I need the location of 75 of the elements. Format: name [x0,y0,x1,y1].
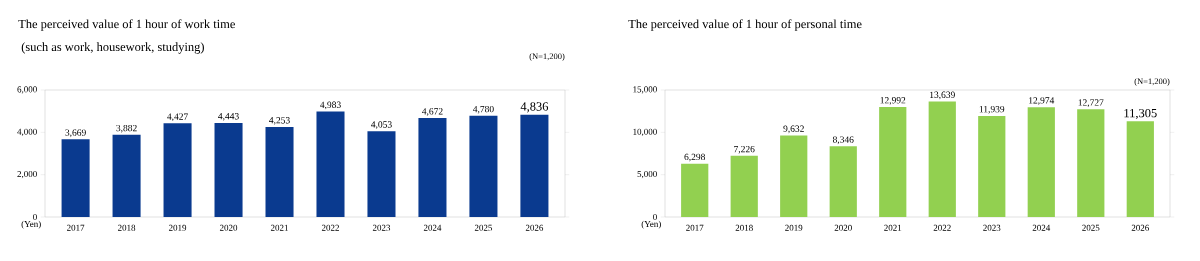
x-tick-label: 2026 [1131,224,1149,231]
x-tick-label: 2025 [474,224,493,231]
y-tick-label: 4,000 [17,128,37,136]
y-tick-label: 0 [653,213,657,221]
data-label: 3,882 [116,124,137,133]
data-label: 4,672 [422,108,443,116]
bar [367,131,396,217]
data-label: 4,836 [520,102,549,113]
y-tick-label: 0 [33,213,37,221]
bar [163,123,192,217]
bar [978,115,1006,217]
bar [829,146,857,217]
bar [469,115,498,217]
data-label: 11,939 [979,106,1005,114]
text: (N=1,200) [529,53,565,61]
data-label: 4,443 [218,113,239,121]
y-tick-label: 5,000 [637,170,657,179]
bar [879,107,907,217]
data-label: 3,669 [65,129,86,138]
bar [928,101,956,217]
x-tick-label: 2018 [735,224,753,231]
bar [780,135,808,217]
data-label: 4,053 [371,121,392,130]
data-label: 7,226 [734,145,755,154]
x-tick-label: 2018 [117,224,136,231]
data-label: 6,298 [684,153,705,162]
y-tick-label: 15,000 [633,86,657,94]
y-tick-label: 6,000 [17,86,37,94]
x-tick-label: 2026 [525,224,544,231]
data-label: 12,992 [880,97,906,105]
bar [681,163,709,217]
x-tick-label: 2024 [423,224,442,231]
data-label: 11,305 [1124,108,1157,120]
data-label: 9,632 [783,125,804,134]
data-label: 13,639 [930,91,955,100]
data-label: 4,253 [269,117,290,125]
data-label: 8,346 [832,136,854,145]
bar [265,126,294,217]
y-tick-label: 2,000 [17,170,37,179]
bar [1126,121,1154,217]
text: (N=1,200) [1134,78,1170,86]
x-tick-label: 2021 [884,224,902,231]
x-tick-label: 2024 [1032,224,1051,231]
bar [1077,109,1105,217]
bar [112,134,141,217]
x-tick-label: 2020 [219,224,238,231]
x-tick-label: 2022 [933,224,951,231]
x-tick-label: 2019 [168,224,187,231]
x-tick-label: 2017 [67,224,85,231]
bar [1027,107,1055,217]
x-tick-label: 2021 [270,224,288,231]
data-label: 4,427 [167,113,188,122]
bar [61,139,90,217]
bar [418,118,447,217]
data-label: 12,974 [1029,97,1055,105]
x-tick-label: 2020 [834,224,852,231]
y-axis-title: (Yen) [641,220,661,229]
bar [214,122,243,217]
bar [520,114,549,217]
x-tick-label: 2025 [1082,224,1100,231]
chart-subtitle: (such as work, housework, studying) [21,42,204,54]
x-tick-label: 2022 [321,224,339,231]
y-tick-label: 10,000 [633,128,657,136]
bar [730,155,758,217]
bar [316,111,345,217]
chart-title: The perceived value of 1 hour of work time [18,19,235,31]
chart-title: The perceived value of 1 hour of personal time [628,19,862,31]
data-label: 4,780 [472,105,494,114]
data-label: 4,983 [320,101,341,110]
data-label: 12,727 [1078,99,1104,108]
x-tick-label: 2023 [372,224,391,231]
x-tick-label: 2023 [983,224,1001,231]
x-tick-label: 2017 [686,224,704,231]
x-tick-label: 2019 [785,224,803,231]
y-axis-title: (Yen) [21,220,41,229]
